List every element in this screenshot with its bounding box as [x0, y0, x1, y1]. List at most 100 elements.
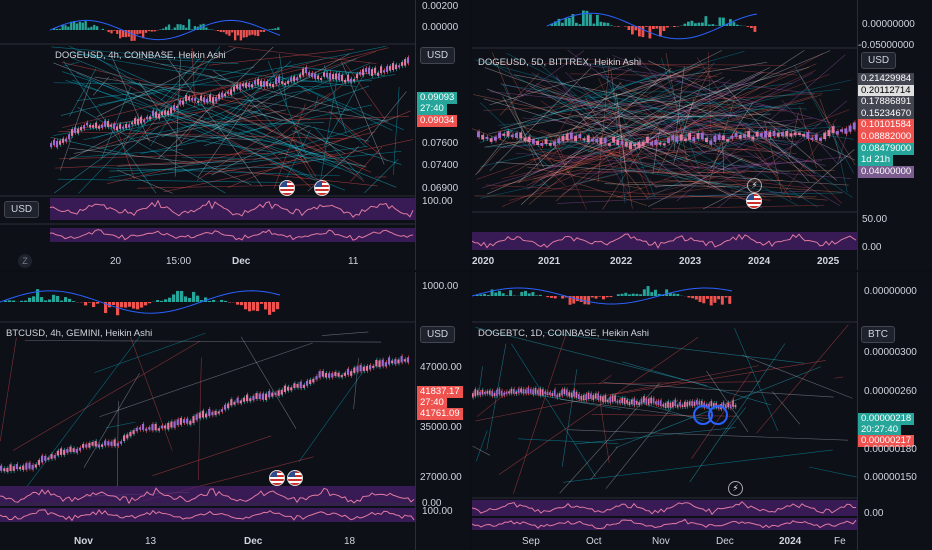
candle — [386, 66, 389, 72]
candle — [337, 372, 340, 377]
candle — [375, 359, 378, 367]
trend-line — [285, 65, 386, 76]
trend-line — [678, 147, 690, 157]
histogram-bar — [144, 30, 148, 33]
us-flag-event-icon[interactable] — [279, 180, 295, 196]
us-flag-event-icon[interactable] — [746, 193, 762, 209]
currency-button[interactable]: USD — [420, 326, 456, 343]
candle — [652, 398, 655, 404]
histogram-bar — [683, 23, 687, 26]
trend-line — [498, 88, 841, 126]
candle — [389, 65, 392, 71]
trend-line — [560, 68, 633, 109]
btcusd-plot[interactable] — [0, 272, 470, 550]
trend-line — [520, 67, 672, 205]
trend-line — [60, 66, 255, 116]
currency-button-bottom[interactable]: USD — [4, 201, 40, 218]
histogram-bar — [251, 30, 254, 35]
trend-line — [561, 369, 578, 467]
candle — [498, 132, 502, 139]
histogram-bar — [750, 26, 753, 29]
candle — [751, 136, 755, 140]
chart-title: DOGEUSD, 4h, COINBASE, Heikin Ashi — [55, 50, 226, 61]
histogram-bar — [58, 28, 61, 30]
histogram-bar — [32, 296, 36, 302]
candle — [481, 134, 485, 140]
candle — [397, 359, 400, 364]
histogram-bar — [708, 24, 711, 26]
candle — [582, 138, 586, 141]
candle — [119, 124, 122, 129]
trend-line — [97, 51, 377, 149]
histogram-bar — [136, 302, 140, 310]
candle — [387, 357, 391, 365]
candle — [537, 389, 539, 395]
chart-pane-dogebtc[interactable]: DOGEBTC, 1D, COINBASE, Heikin Ashi 0.000… — [472, 272, 932, 550]
trend-line — [656, 69, 711, 174]
trend-line — [540, 93, 798, 146]
candle — [738, 134, 742, 139]
candle — [246, 394, 249, 402]
currency-button[interactable]: USD — [861, 52, 897, 69]
candle — [381, 359, 384, 367]
chart-pane-dogeusd-4h[interactable]: DOGEUSD, 4h, COINBASE, Heikin Ashi 0.002… — [0, 0, 470, 270]
candle — [9, 464, 12, 472]
trend-line — [696, 57, 792, 201]
histogram-bar — [592, 23, 596, 26]
price-axis[interactable] — [857, 272, 932, 550]
time-label: 2021 — [538, 256, 561, 267]
candle — [129, 431, 132, 437]
candle — [764, 130, 768, 138]
histogram-bar — [176, 290, 180, 302]
trend-line — [566, 97, 649, 199]
trend-line — [639, 61, 768, 83]
histogram-bar — [694, 296, 698, 300]
trend-line — [204, 104, 333, 147]
trend-line — [772, 391, 801, 425]
candle — [747, 130, 751, 138]
trend-line — [676, 54, 846, 202]
candle — [249, 398, 252, 402]
histogram-bar — [501, 293, 505, 296]
trend-line — [107, 139, 297, 184]
price-axis[interactable] — [415, 0, 470, 270]
chart-pane-dogeusd-5d[interactable]: DOGEUSD, 5D, BITTREX, Heikin Ashi 0.0000… — [472, 0, 932, 270]
lightning-event-icon[interactable]: ⚡ — [728, 481, 743, 496]
candle — [296, 77, 299, 81]
dogeusd-5d-plot[interactable] — [472, 0, 932, 270]
price-axis[interactable] — [857, 0, 932, 270]
dogebtc-plot[interactable] — [472, 272, 932, 550]
candle — [479, 392, 481, 396]
us-flag-event-icon[interactable] — [269, 470, 285, 486]
trend-line — [555, 140, 763, 159]
candle — [529, 388, 532, 393]
candle — [104, 440, 107, 446]
histogram-bar — [617, 26, 620, 27]
histogram-bar — [192, 291, 196, 302]
trend-line — [94, 76, 388, 122]
candle — [197, 100, 200, 103]
chart-pane-btcusd[interactable]: BTCUSD, 4h, GEMINI, Heikin Ashi 1000.00 … — [0, 272, 470, 550]
trend-line — [476, 86, 744, 180]
lightning-event-icon[interactable]: ⚡ — [747, 178, 762, 193]
currency-button[interactable]: BTC — [861, 326, 895, 343]
histogram-bar — [486, 295, 490, 296]
histogram-bar — [81, 22, 84, 30]
trend-line — [489, 67, 592, 171]
price-axis[interactable] — [415, 272, 470, 550]
us-flag-event-icon[interactable] — [314, 180, 330, 196]
candle — [561, 389, 563, 396]
trend-line — [788, 112, 799, 160]
price-label: 27000.00 — [420, 472, 462, 483]
us-flag-event-icon[interactable] — [287, 470, 303, 486]
trend-line — [643, 74, 819, 181]
timezone-icon[interactable]: Z — [18, 254, 32, 268]
dogeusd-4h-plot[interactable] — [0, 0, 470, 270]
candle — [557, 138, 561, 143]
trend-line — [626, 67, 788, 160]
time-label: 13 — [145, 536, 157, 547]
candle — [152, 110, 155, 117]
candle — [331, 373, 334, 378]
currency-button[interactable]: USD — [420, 47, 456, 64]
trend-line — [551, 102, 578, 145]
